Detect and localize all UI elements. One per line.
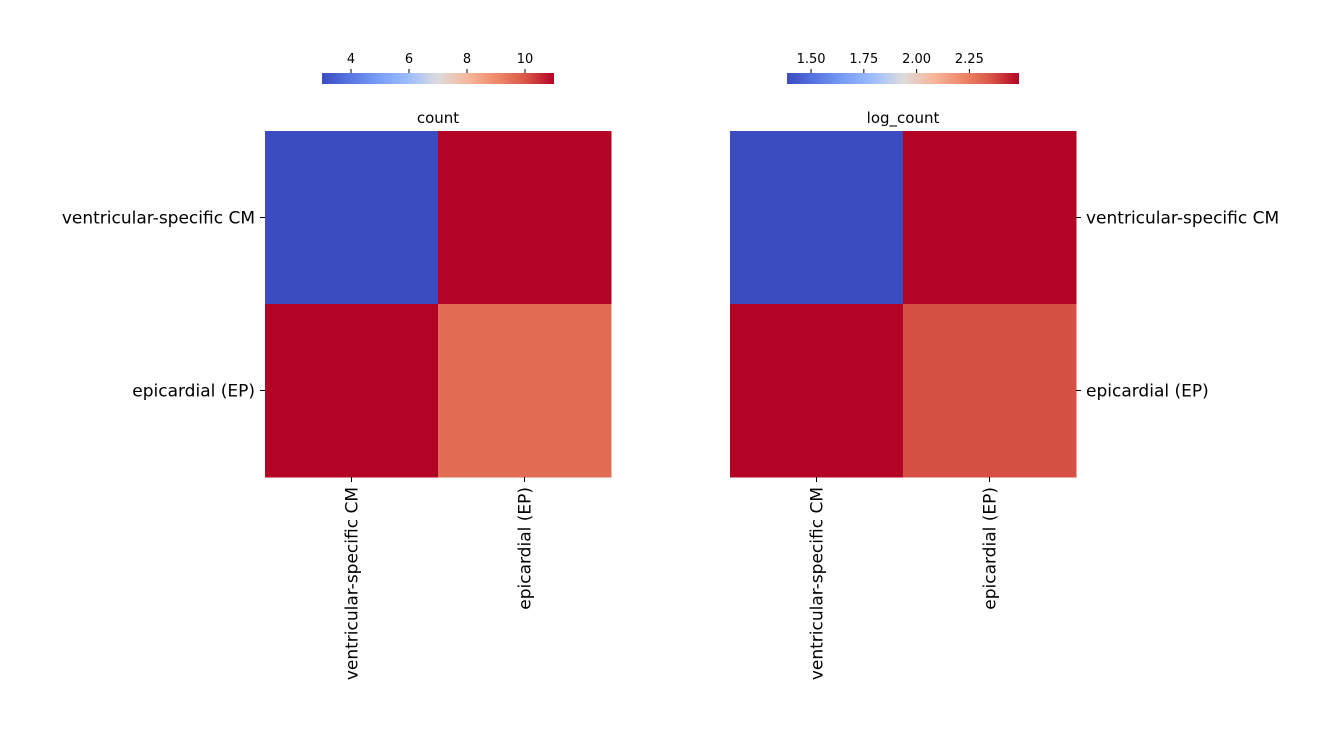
colorbar-tick-label: 10 (517, 52, 534, 67)
row-tick-label: epicardial (EP) (1086, 382, 1209, 402)
row-tick-label: epicardial (EP) (132, 382, 255, 402)
heatmap-cell (265, 131, 439, 305)
row-tick-label: ventricular-specific CM (1086, 209, 1279, 229)
col-tick-label: ventricular-specific CM (808, 487, 828, 680)
heatmap-cell (438, 304, 612, 478)
colorbar-tick-label: 2.00 (902, 52, 931, 67)
col-tick-label: epicardial (EP) (981, 487, 1001, 610)
heatmap-cell (265, 304, 439, 478)
col-tick-label: ventricular-specific CM (343, 487, 363, 680)
colorbar (322, 73, 554, 84)
heatmap-panel-count: 4 6 8 10 count ventricular-specific CM epicard… (62, 52, 612, 680)
colorbar-tick-label: 1.75 (849, 52, 878, 67)
colorbar-tick-label: 1.50 (797, 52, 826, 67)
heatmap-cell (438, 131, 612, 305)
heatmap-panel-log_count: 1.50 1.75 2.00 2.25 log_count ventricular-spe… (730, 52, 1279, 680)
heatmap-cell (903, 304, 1077, 478)
colorbar-tick-label: 8 (463, 52, 471, 67)
colorbar-tick-label: 2.25 (955, 52, 984, 67)
heatmap-cell (903, 131, 1077, 305)
colorbar-tick-label: 6 (405, 52, 413, 67)
colorbar-tick-label: 4 (347, 52, 355, 67)
heatmap-cell (730, 304, 904, 478)
heatmap-title: log_count (867, 109, 940, 128)
heatmap-cell (730, 131, 904, 305)
heatmap-title: count (417, 109, 459, 127)
col-tick-label: epicardial (EP) (516, 487, 536, 610)
colorbar (787, 73, 1019, 84)
row-tick-label: ventricular-specific CM (62, 209, 255, 229)
